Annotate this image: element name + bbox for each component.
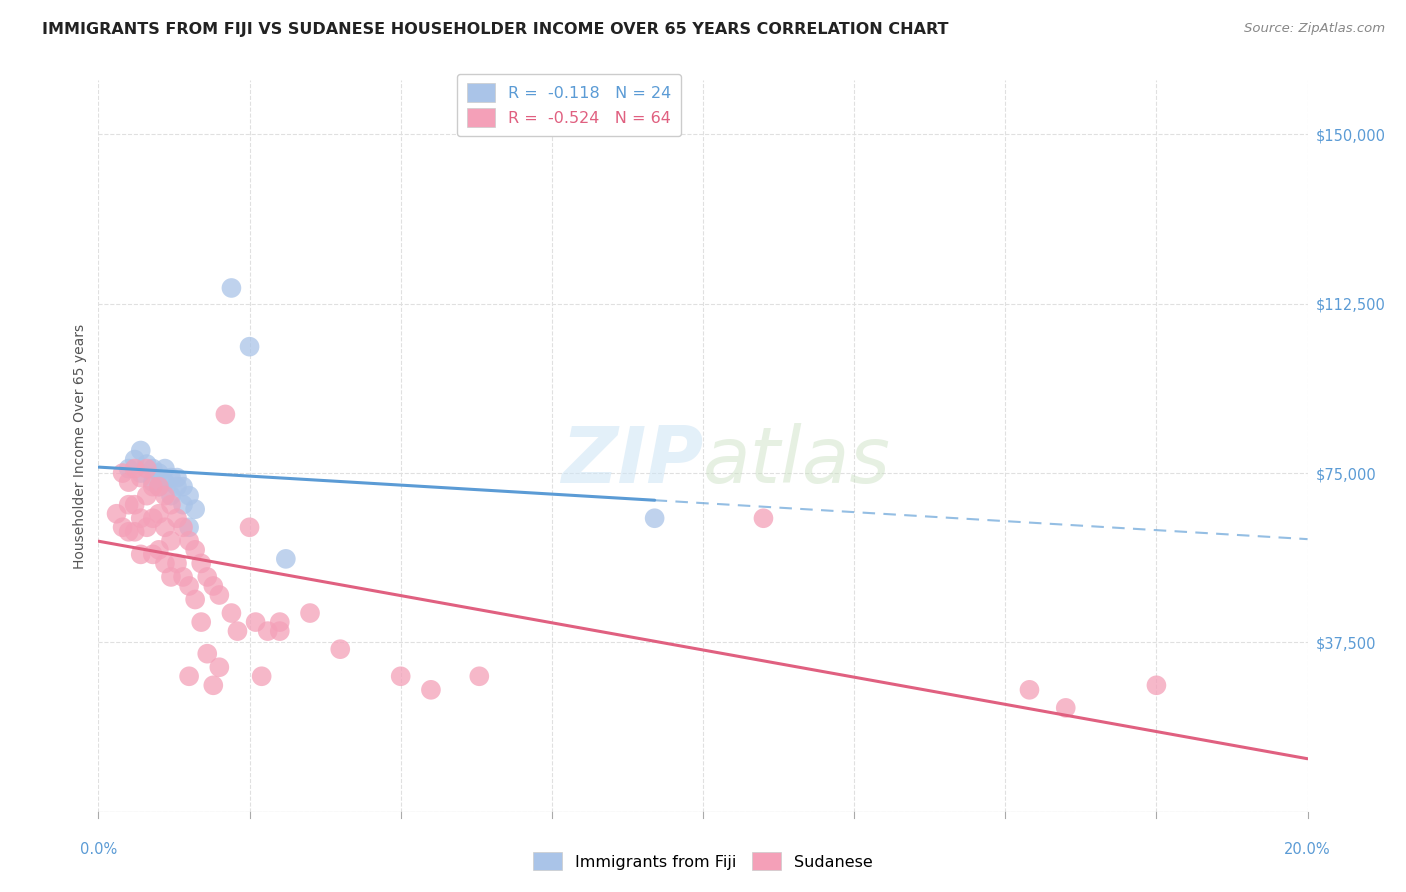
Point [299,606,322,620]
Point [135,457,157,471]
Point [105,507,128,521]
Point [129,547,152,561]
Point [135,489,157,503]
Point [172,498,194,512]
Point [269,624,291,639]
Point [245,615,267,629]
Point [153,520,176,534]
Point [153,489,176,503]
Point [221,281,243,295]
Point [250,669,273,683]
Point [239,340,262,354]
Point [208,660,231,674]
Point [166,470,188,484]
Point [160,489,183,503]
Point [195,570,218,584]
Point [221,606,243,620]
Point [124,524,146,539]
Point [389,669,412,683]
Point [190,557,212,571]
Point [179,520,201,534]
Point [142,461,165,475]
Point [148,542,170,557]
Text: 0.0%: 0.0% [80,842,117,857]
Text: atlas: atlas [703,423,891,499]
Point [142,511,165,525]
Point [129,470,152,484]
Point [148,507,170,521]
Point [160,498,183,512]
Point [184,592,207,607]
Point [118,475,141,489]
Point [172,520,194,534]
Point [190,615,212,629]
Point [644,511,666,525]
Point [153,475,176,489]
Point [239,520,262,534]
Point [256,624,278,639]
Point [129,443,152,458]
Text: 20.0%: 20.0% [1284,842,1331,857]
Text: Source: ZipAtlas.com: Source: ZipAtlas.com [1244,22,1385,36]
Point [118,498,141,512]
Point [214,408,236,422]
Point [1144,678,1167,692]
Point [111,520,134,534]
Point [142,480,165,494]
Point [179,533,201,548]
Point [172,480,194,494]
Point [172,570,194,584]
Point [269,615,291,629]
Text: IMMIGRANTS FROM FIJI VS SUDANESE HOUSEHOLDER INCOME OVER 65 YEARS CORRELATION CH: IMMIGRANTS FROM FIJI VS SUDANESE HOUSEHO… [42,22,949,37]
Point [195,647,218,661]
Point [202,678,225,692]
Point [129,511,152,525]
Point [202,579,225,593]
Point [160,570,183,584]
Point [329,642,352,657]
Point [124,461,146,475]
Point [118,461,141,475]
Point [148,480,170,494]
Legend: Immigrants from Fiji, Sudanese: Immigrants from Fiji, Sudanese [527,846,879,877]
Point [129,466,152,480]
Point [148,466,170,480]
Point [179,669,201,683]
Point [153,461,176,475]
Point [142,475,165,489]
Point [752,511,775,525]
Point [160,533,183,548]
Point [274,552,297,566]
Point [142,547,165,561]
Legend: R =  -0.118   N = 24, R =  -0.524   N = 64: R = -0.118 N = 24, R = -0.524 N = 64 [457,74,681,136]
Point [468,669,491,683]
Text: ZIP: ZIP [561,423,703,499]
Point [118,524,141,539]
Point [184,542,207,557]
Point [135,461,157,475]
Point [148,480,170,494]
Point [208,588,231,602]
Point [1054,701,1077,715]
Point [160,470,183,484]
Point [1018,682,1040,697]
Point [179,489,201,503]
Y-axis label: Householder Income Over 65 years: Householder Income Over 65 years [73,324,87,568]
Point [111,466,134,480]
Point [153,557,176,571]
Point [226,624,249,639]
Point [166,480,188,494]
Point [166,557,188,571]
Point [179,579,201,593]
Point [420,682,443,697]
Point [184,502,207,516]
Point [124,498,146,512]
Point [166,511,188,525]
Point [124,452,146,467]
Point [135,520,157,534]
